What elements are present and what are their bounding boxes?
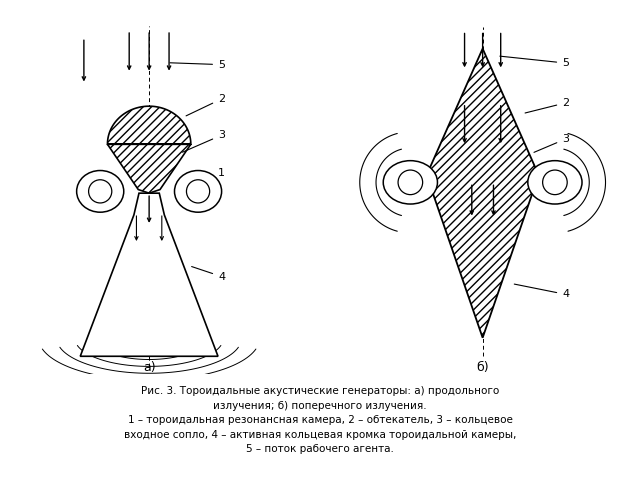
Circle shape [88,180,112,203]
Polygon shape [108,106,191,193]
Circle shape [186,180,210,203]
Polygon shape [80,193,218,356]
Ellipse shape [77,170,124,212]
Text: 1 – тороидальная резонансная камера, 2 – обтекатель, 3 – кольцевое: 1 – тороидальная резонансная камера, 2 –… [127,415,513,425]
Text: 2: 2 [525,98,569,113]
Text: 5: 5 [170,60,225,70]
Ellipse shape [528,161,582,204]
Ellipse shape [383,161,438,204]
Text: излучения; б) поперечного излучения.: излучения; б) поперечного излучения. [213,401,427,411]
Text: входное сопло, 4 – активная кольцевая кромка тороидальной камеры,: входное сопло, 4 – активная кольцевая кр… [124,430,516,440]
Text: б): б) [476,361,489,374]
Text: 5 – поток рабочего агента.: 5 – поток рабочего агента. [246,444,394,454]
Circle shape [398,170,422,194]
Polygon shape [427,48,539,338]
Text: Рис. 3. Тороидальные акустические генераторы: а) продольного: Рис. 3. Тороидальные акустические генера… [141,386,499,396]
Circle shape [543,170,567,194]
Ellipse shape [175,170,221,212]
Text: 4: 4 [515,284,569,300]
Text: 4: 4 [191,266,225,282]
Text: 3: 3 [534,134,569,152]
Text: а): а) [143,361,156,374]
Text: 3: 3 [182,130,225,152]
Text: 2: 2 [186,94,225,116]
Text: 5: 5 [500,56,569,68]
Text: 1: 1 [200,168,225,190]
